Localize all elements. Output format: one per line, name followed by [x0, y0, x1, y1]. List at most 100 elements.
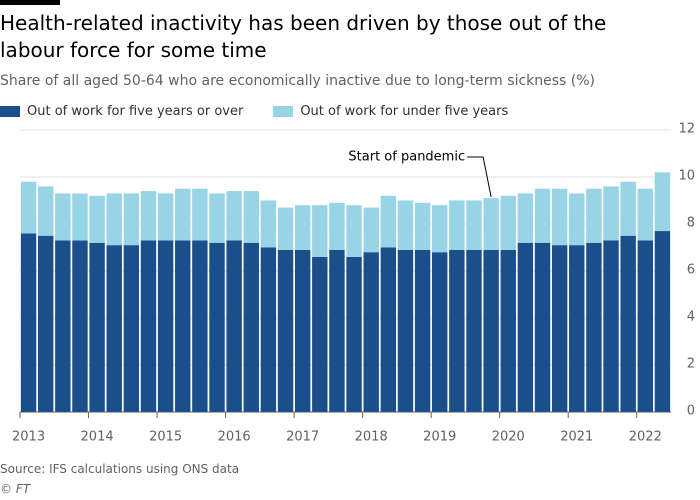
- bar-segment: [466, 200, 482, 250]
- bar-segment: [346, 205, 362, 257]
- bar-segment: [569, 193, 585, 246]
- bar-segment: [106, 193, 122, 246]
- bar-segment: [37, 235, 54, 412]
- bar-segment: [294, 249, 311, 412]
- bar-segment: [157, 193, 174, 241]
- bar-segment: [466, 249, 482, 412]
- credit: © FT: [0, 482, 31, 496]
- bar-segment: [620, 181, 636, 236]
- x-tick-label: 2021: [560, 430, 593, 445]
- brand-bar: [0, 0, 60, 5]
- bar-segment: [260, 247, 277, 412]
- bar-segment: [37, 186, 54, 236]
- bar-segment: [586, 242, 602, 412]
- bar-segment: [277, 207, 294, 250]
- bar-segment: [603, 240, 619, 412]
- bar-segment: [192, 188, 208, 241]
- source: Source: IFS calculations using ONS data: [0, 462, 240, 476]
- bar-segment: [123, 245, 140, 412]
- bar-segment: [569, 245, 585, 412]
- bar-segment: [55, 240, 71, 412]
- bar-segment: [551, 245, 568, 412]
- legend-item: Out of work for under five years: [273, 104, 508, 119]
- bar-segment: [432, 252, 448, 412]
- legend-label: Out of work for under five years: [300, 104, 509, 119]
- x-tick-label: 2014: [81, 430, 114, 445]
- bar-segment: [209, 193, 225, 243]
- bar-segment: [140, 191, 157, 241]
- y-tick-label: 10: [678, 169, 695, 184]
- bar-segment: [277, 249, 294, 412]
- bar-segment: [175, 240, 191, 412]
- bar-segment: [500, 249, 516, 412]
- bar-segment: [603, 186, 619, 241]
- y-tick-label: 2: [687, 357, 695, 372]
- bar-segment: [517, 242, 534, 412]
- x-tick-label: 2013: [12, 430, 45, 445]
- chart-title: Health-related inactivity has been drive…: [0, 11, 607, 62]
- bar-segment: [89, 195, 105, 243]
- legend-item: Out of work for five years or over: [0, 104, 243, 119]
- bar-segment: [72, 193, 88, 241]
- bar-segment: [243, 191, 259, 243]
- bar-segment: [637, 240, 654, 412]
- bar-segment: [380, 195, 397, 248]
- bar-segment: [123, 193, 140, 246]
- x-tick-label: 2019: [423, 430, 456, 445]
- bar-segment: [534, 242, 551, 412]
- bar-segment: [226, 240, 242, 412]
- bar-segment: [20, 233, 37, 412]
- bar-segment: [483, 249, 499, 412]
- x-tick-label: 2018: [355, 430, 388, 445]
- bar-segment: [89, 242, 105, 412]
- x-tick-label: 2017: [286, 430, 319, 445]
- annotation-leader: [467, 156, 492, 198]
- legend-swatch: [273, 106, 294, 117]
- y-tick-label: 6: [687, 263, 695, 278]
- bar-segment: [551, 188, 568, 246]
- y-tick-label: 4: [687, 310, 695, 325]
- y-tick-label: 0: [687, 404, 695, 419]
- bar-segment: [260, 200, 277, 248]
- x-tick-label: 2016: [218, 430, 251, 445]
- chart-subtitle: Share of all aged 50-64 who are economic…: [0, 73, 596, 89]
- bar-segment: [483, 198, 499, 250]
- bar-segment: [654, 231, 671, 412]
- bar-segment: [226, 191, 242, 241]
- bar-segment: [20, 181, 37, 234]
- bar-segment: [500, 195, 516, 250]
- x-tick-label: 2020: [492, 430, 525, 445]
- bar-segment: [346, 256, 362, 412]
- bar-segment: [329, 202, 345, 250]
- y-tick-label: 12: [678, 122, 695, 137]
- bar-segment: [72, 240, 88, 412]
- bar-segment: [620, 235, 636, 412]
- bar-segment: [140, 240, 157, 412]
- bar-segment: [397, 249, 414, 412]
- bar-segment: [380, 247, 397, 412]
- bar-segment: [329, 249, 345, 412]
- bar-segment: [312, 205, 328, 257]
- legend: Out of work for five years or over Out of…: [0, 104, 538, 119]
- bar-segment: [414, 202, 431, 250]
- bar-segment: [517, 193, 534, 243]
- bar-segment: [397, 200, 414, 250]
- bar-segment: [106, 245, 122, 412]
- bar-segment: [449, 249, 465, 412]
- bar-segment: [294, 205, 311, 250]
- bar-segment: [312, 256, 328, 412]
- bar-segment: [363, 252, 379, 412]
- x-tick-label: 2015: [149, 430, 182, 445]
- bar-segment: [414, 249, 431, 412]
- annotation: Start of pandemic: [348, 150, 465, 165]
- bar-segment: [586, 188, 602, 243]
- bar-segment: [534, 188, 551, 243]
- bar-segment: [654, 172, 671, 232]
- bar-segment: [637, 188, 654, 241]
- bar-segment: [432, 205, 448, 253]
- bar-segment: [157, 240, 174, 412]
- bar-segment: [449, 200, 465, 250]
- x-tick-label: 2022: [629, 430, 662, 445]
